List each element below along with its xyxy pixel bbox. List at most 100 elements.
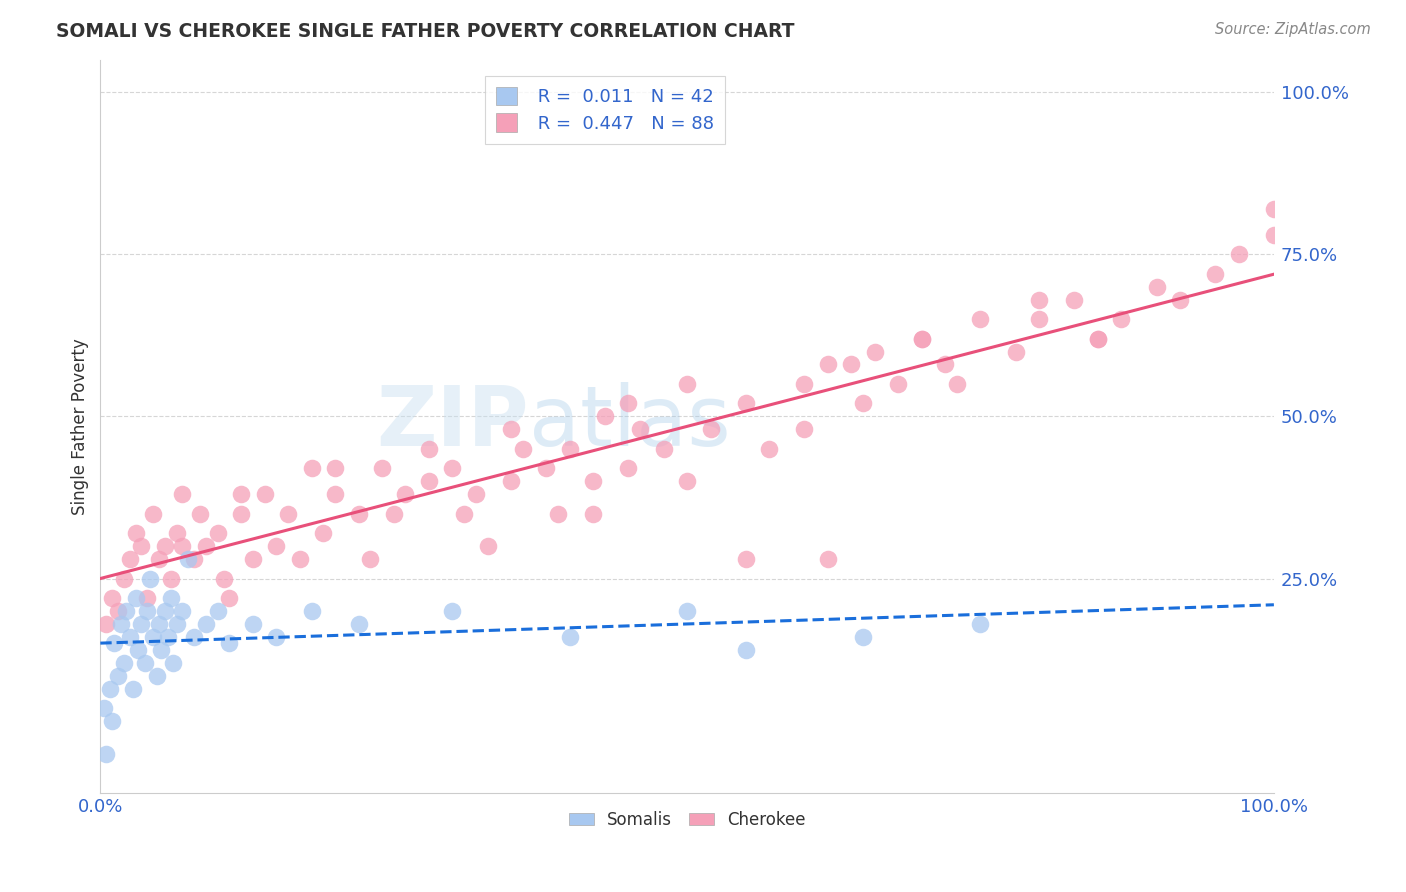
Point xyxy=(817,552,839,566)
Point xyxy=(793,376,815,391)
Point xyxy=(98,681,121,696)
Point xyxy=(371,461,394,475)
Point xyxy=(1111,312,1133,326)
Point xyxy=(863,344,886,359)
Point xyxy=(617,461,640,475)
Point xyxy=(218,636,240,650)
Point xyxy=(312,526,335,541)
Point xyxy=(122,681,145,696)
Point xyxy=(142,630,165,644)
Point xyxy=(582,507,605,521)
Point xyxy=(734,643,756,657)
Point xyxy=(911,332,934,346)
Point xyxy=(124,591,146,605)
Point xyxy=(118,552,141,566)
Point xyxy=(172,539,194,553)
Point xyxy=(207,526,229,541)
Point xyxy=(157,630,180,644)
Point xyxy=(969,312,991,326)
Point xyxy=(153,604,176,618)
Point xyxy=(477,539,499,553)
Point xyxy=(103,636,125,650)
Point xyxy=(166,526,188,541)
Point xyxy=(153,539,176,553)
Point xyxy=(1263,227,1285,242)
Point xyxy=(359,552,381,566)
Point xyxy=(172,604,194,618)
Point xyxy=(852,396,875,410)
Point xyxy=(242,552,264,566)
Point xyxy=(194,539,217,553)
Point xyxy=(841,358,863,372)
Point xyxy=(301,461,323,475)
Point xyxy=(394,487,416,501)
Point xyxy=(288,552,311,566)
Point xyxy=(124,526,146,541)
Point xyxy=(301,604,323,618)
Point xyxy=(1028,312,1050,326)
Point xyxy=(1168,293,1191,307)
Point xyxy=(911,332,934,346)
Point xyxy=(194,617,217,632)
Point xyxy=(207,604,229,618)
Point xyxy=(1028,293,1050,307)
Point xyxy=(1087,332,1109,346)
Point xyxy=(323,487,346,501)
Point xyxy=(1263,202,1285,216)
Point xyxy=(131,539,153,553)
Point xyxy=(593,409,616,424)
Point xyxy=(512,442,534,456)
Point xyxy=(793,422,815,436)
Point xyxy=(112,656,135,670)
Point xyxy=(242,617,264,632)
Point xyxy=(183,552,205,566)
Point xyxy=(166,617,188,632)
Point xyxy=(758,442,780,456)
Point xyxy=(142,507,165,521)
Point xyxy=(107,669,129,683)
Point xyxy=(159,572,181,586)
Point xyxy=(159,591,181,605)
Point xyxy=(464,487,486,501)
Point xyxy=(162,656,184,670)
Point xyxy=(115,604,138,618)
Point xyxy=(676,475,699,489)
Point xyxy=(101,591,124,605)
Point xyxy=(131,617,153,632)
Point xyxy=(347,617,370,632)
Point xyxy=(946,376,969,391)
Point xyxy=(453,507,475,521)
Point xyxy=(558,630,581,644)
Point xyxy=(188,507,211,521)
Point xyxy=(266,630,288,644)
Point xyxy=(118,630,141,644)
Point xyxy=(382,507,405,521)
Point xyxy=(138,572,160,586)
Point xyxy=(96,747,118,761)
Text: SOMALI VS CHEROKEE SINGLE FATHER POVERTY CORRELATION CHART: SOMALI VS CHEROKEE SINGLE FATHER POVERTY… xyxy=(56,22,794,41)
Point xyxy=(1146,279,1168,293)
Point xyxy=(112,572,135,586)
Point xyxy=(107,604,129,618)
Y-axis label: Single Father Poverty: Single Father Poverty xyxy=(72,338,89,515)
Point xyxy=(441,604,464,618)
Text: Source: ZipAtlas.com: Source: ZipAtlas.com xyxy=(1215,22,1371,37)
Text: atlas: atlas xyxy=(529,382,731,463)
Point xyxy=(558,442,581,456)
Point xyxy=(418,442,440,456)
Point xyxy=(547,507,569,521)
Point xyxy=(887,376,910,391)
Point xyxy=(212,572,235,586)
Point xyxy=(96,617,118,632)
Point xyxy=(582,475,605,489)
Point xyxy=(172,487,194,501)
Point xyxy=(134,656,156,670)
Point xyxy=(136,604,159,618)
Point xyxy=(218,591,240,605)
Point xyxy=(145,669,167,683)
Point xyxy=(347,507,370,521)
Point xyxy=(676,604,699,618)
Point xyxy=(253,487,276,501)
Point xyxy=(1087,332,1109,346)
Point xyxy=(734,396,756,410)
